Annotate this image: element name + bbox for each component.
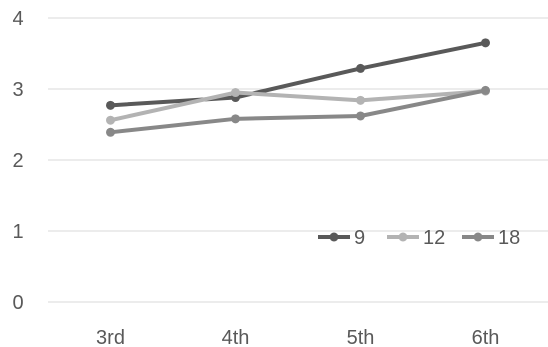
y-tick-label: 3 [12, 79, 23, 101]
legend-label: 18 [498, 227, 520, 249]
data-point [106, 100, 115, 110]
data-point [356, 111, 365, 121]
y-tick-label: 0 [12, 292, 23, 314]
series-line-12 [110, 89, 486, 123]
data-point [231, 114, 240, 124]
x-tick-label: 5th [347, 327, 375, 347]
legend-swatch-marker [398, 232, 408, 242]
y-axis-tick-labels: 0 1 2 3 4 [12, 8, 23, 314]
y-tick-label: 2 [12, 150, 23, 172]
x-tick-label: 6th [472, 327, 500, 347]
data-point [356, 63, 365, 73]
legend-swatch-marker [329, 232, 339, 242]
legend-swatch-marker [473, 232, 483, 242]
legend-label: 9 [354, 227, 365, 249]
data-point [106, 115, 115, 125]
data-point [481, 38, 490, 48]
series-line-9 [110, 40, 486, 108]
legend: 9 12 18 [318, 227, 520, 249]
series-line-18 [110, 88, 486, 135]
legend-item-9: 9 [318, 227, 365, 249]
data-point [231, 88, 240, 98]
data-point [356, 95, 365, 105]
y-tick-label: 4 [12, 8, 23, 30]
legend-item-12: 12 [387, 227, 445, 249]
series-lines [106, 38, 490, 137]
x-axis-tick-labels: 3rd 4th 5th 6th [96, 327, 499, 347]
data-point [106, 127, 115, 137]
data-point [481, 85, 490, 95]
y-tick-label: 1 [12, 221, 23, 243]
series-18 [106, 85, 490, 137]
series-9 [106, 38, 490, 110]
x-tick-label: 4th [222, 327, 250, 347]
x-tick-label: 3rd [96, 327, 125, 347]
y-gridlines [48, 17, 548, 303]
legend-label: 12 [423, 227, 445, 249]
legend-item-18: 18 [462, 227, 520, 249]
